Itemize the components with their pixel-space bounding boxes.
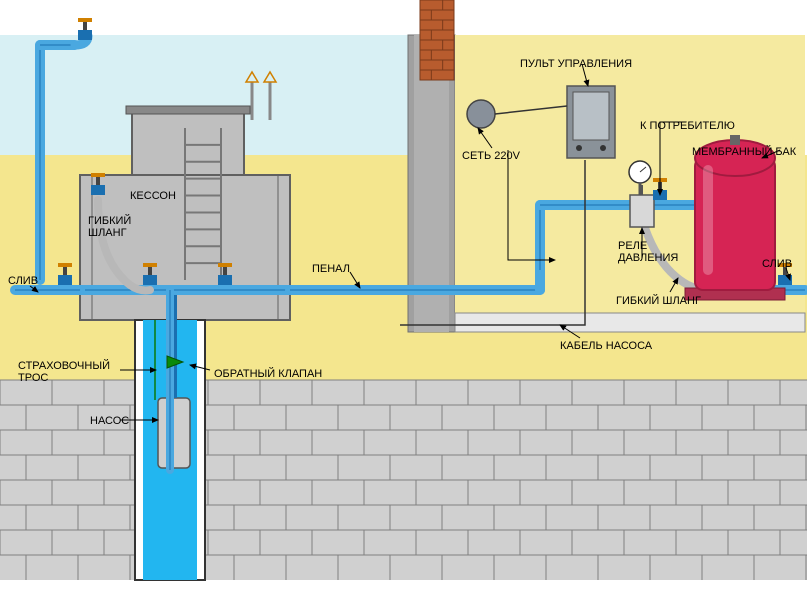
mains-220v (467, 100, 495, 128)
membrane-tank (685, 135, 785, 300)
label-flex_hose_r: ГИБКИЙ ШЛАНГ (616, 295, 701, 307)
chimney (420, 0, 454, 80)
ball-valve (78, 18, 92, 40)
label-tank: МЕМБРАННЫЙ БАК (692, 146, 796, 158)
label-mains: СЕТЬ 220V (462, 150, 520, 162)
label-drain_l: СЛИВ (8, 275, 38, 287)
label-pump_cable: КАБЕЛЬ НАСОСА (560, 340, 652, 352)
label-flex_hose_l: ГИБКИЙ ШЛАНГ (88, 215, 131, 239)
label-press_switch: РЕЛЕ ДАВЛЕНИЯ (618, 240, 678, 264)
lower-brick-wall (0, 380, 807, 580)
label-safety_cable: СТРАХОВОЧНЫЙ ТРОС (18, 360, 110, 384)
label-check_valve: ОБРАТНЫЙ КЛАПАН (214, 368, 322, 380)
label-to_consumer: К ПОТРЕБИТЕЛЮ (640, 120, 735, 132)
label-drain_r: СЛИВ (762, 258, 792, 270)
label-pump: НАСОС (90, 415, 129, 427)
label-kesson: КЕССОН (130, 190, 176, 202)
label-control: ПУЛЬТ УПРАВЛЕНИЯ (520, 58, 632, 70)
label-penal: ПЕНАЛ (312, 263, 350, 275)
